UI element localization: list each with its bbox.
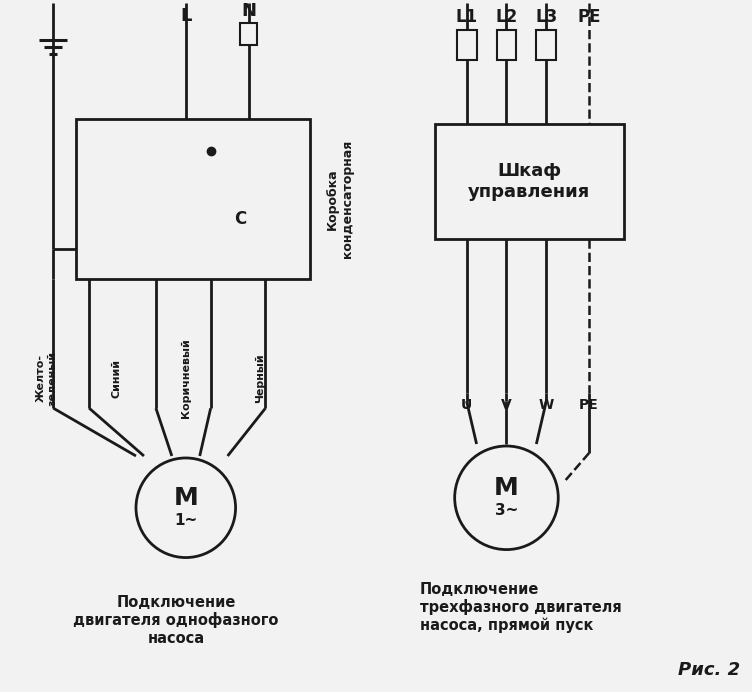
Text: U: U [461,398,472,412]
Text: L2: L2 [496,8,517,26]
Ellipse shape [455,446,558,549]
Text: М: М [174,486,199,510]
Text: Шкаф
управления: Шкаф управления [468,162,590,201]
Text: Коробка
конденсаторная: Коробка конденсаторная [326,140,354,258]
Text: Подключение
двигателя однофазного
насоса: Подключение двигателя однофазного насоса [73,595,278,646]
Text: М: М [494,476,519,500]
Text: L1: L1 [456,8,478,26]
Text: C: C [235,210,247,228]
Text: Черный: Черный [256,354,265,403]
Text: Рис. 2: Рис. 2 [678,661,740,679]
Bar [496,30,517,60]
Bar [456,30,477,60]
Bar [240,23,257,45]
Text: PE: PE [578,8,601,26]
Ellipse shape [136,458,235,558]
Text: PE: PE [579,398,599,412]
Text: 1~: 1~ [174,513,198,528]
Text: V: V [501,398,512,412]
Text: L3: L3 [535,8,557,26]
Bar [536,30,556,60]
Bar [435,125,624,239]
Text: Желто-
зеленый: Желто- зеленый [35,351,57,406]
Text: W: W [538,398,554,412]
Text: L: L [180,7,192,25]
Text: Коричневый: Коричневый [180,338,191,418]
Text: Синий: Синий [111,358,121,398]
Text: 3~: 3~ [495,503,518,518]
Bar [76,119,311,279]
Text: N: N [241,2,256,20]
Text: Подключение
трехфазного двигателя
насоса, прямой пуск: Подключение трехфазного двигателя насоса… [420,581,622,633]
